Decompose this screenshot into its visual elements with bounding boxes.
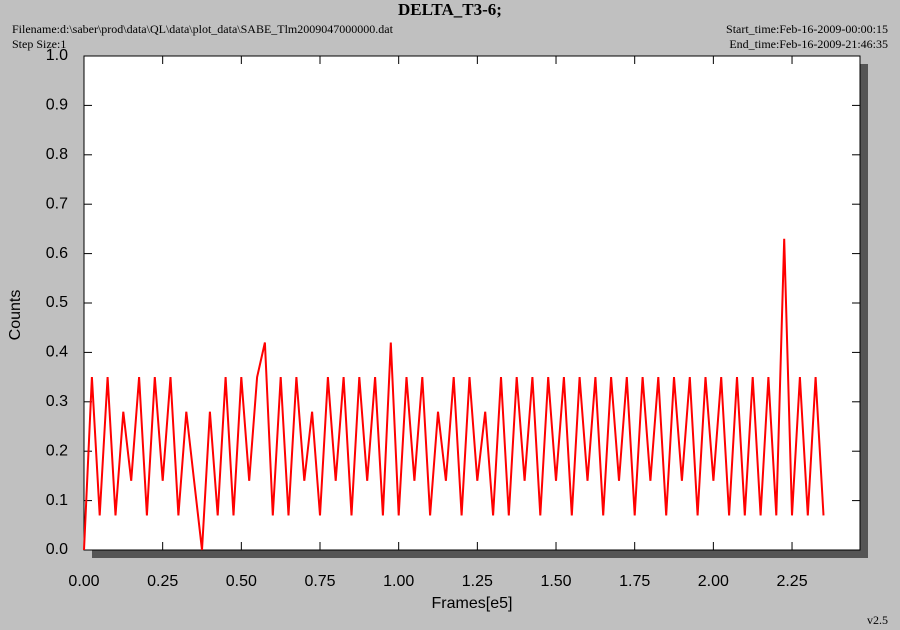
x-tick-label: 0.50 (226, 573, 257, 590)
x-tick-label: 0.00 (68, 573, 99, 590)
y-tick-label: 0.4 (46, 344, 68, 361)
chart-title: DELTA_T3-6; (398, 0, 502, 19)
y-axis-label: Counts (7, 290, 24, 341)
x-tick-label: 0.75 (304, 573, 335, 590)
y-tick-label: 0.2 (46, 442, 68, 459)
y-tick-label: 0.9 (46, 97, 68, 114)
y-tick-label: 0.1 (46, 492, 68, 509)
y-tick-label: 0.8 (46, 146, 68, 163)
step-size: Step Size:1 (12, 37, 66, 51)
end-time: End_time:Feb-16-2009-21:46:35 (729, 37, 888, 51)
start-time: Start_time:Feb-16-2009-00:00:15 (726, 22, 888, 36)
y-tick-label: 1.0 (46, 47, 68, 64)
filename: Filename:d:\saber\prod\data\QL\data\plot… (12, 22, 394, 36)
x-tick-label: 1.00 (383, 573, 414, 590)
y-tick-label: 0.6 (46, 245, 68, 262)
x-axis-label: Frames[e5] (432, 595, 513, 612)
x-tick-label: 0.25 (147, 573, 178, 590)
y-tick-label: 0.0 (46, 541, 68, 558)
x-tick-label: 2.25 (776, 573, 807, 590)
x-tick-label: 1.25 (462, 573, 493, 590)
y-tick-label: 0.5 (46, 294, 68, 311)
x-tick-label: 1.50 (540, 573, 571, 590)
y-tick-label: 0.7 (46, 195, 68, 212)
x-tick-label: 2.00 (698, 573, 729, 590)
data-line (83, 238, 825, 551)
plot-area (83, 55, 861, 551)
y-tick-label: 0.3 (46, 393, 68, 410)
version: v2.5 (867, 613, 888, 627)
x-tick-label: 1.75 (619, 573, 650, 590)
